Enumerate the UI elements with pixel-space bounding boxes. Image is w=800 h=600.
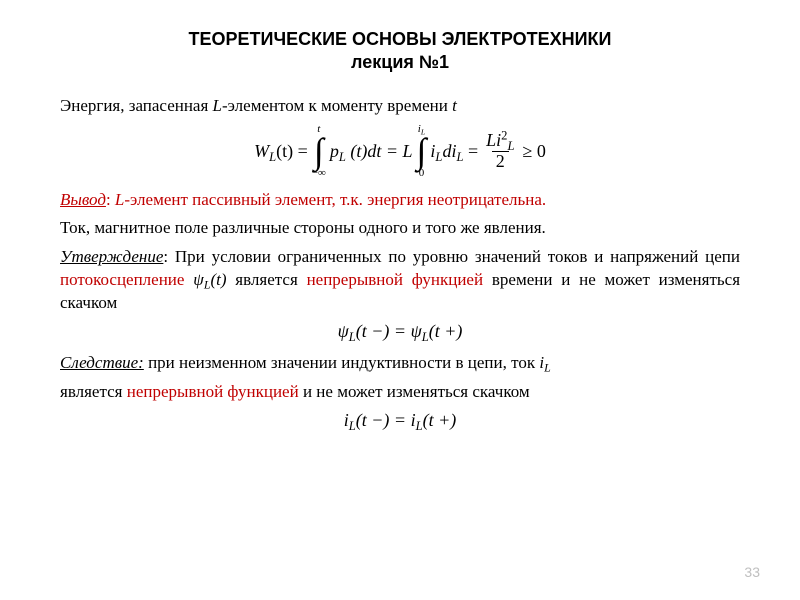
eq-text: (t) = — [276, 141, 308, 161]
slide-title: ТЕОРЕТИЧЕСКИЕ ОСНОВЫ ЭЛЕКТРОТЕХНИКИ лекц… — [60, 28, 740, 75]
integral-2: iL ∫ 0 — [417, 124, 427, 179]
integral-icon: ∫ — [314, 137, 324, 166]
equation-energy: WL(t) = t ∫ −∞ pL (t)dt = L iL ∫ 0 iLdiL… — [60, 124, 740, 179]
eq-text: ψ — [338, 321, 349, 341]
title-line2: лекция №1 — [60, 51, 740, 74]
text: и не может изменяться скачком — [299, 382, 530, 401]
eq-sub: L — [422, 330, 429, 344]
text-red: непрерывной функцией — [307, 270, 484, 289]
paragraph-statement: Утверждение: При условии ограниченных по… — [60, 246, 740, 315]
var-psi: ψ — [193, 270, 204, 289]
eq-text: (t −) = ψ — [356, 321, 422, 341]
eq-text: (t)dt = L — [346, 141, 413, 161]
eq-sub: L — [349, 330, 356, 344]
integral-icon: ∫ — [417, 137, 427, 166]
frac-num: Li — [486, 130, 501, 150]
eq-sub: L — [544, 361, 551, 375]
text-red: непрерывной функцией — [127, 382, 299, 401]
eq-text: p — [330, 141, 339, 161]
paragraph-conclusion: Вывод: L-элемент пассивный элемент, т.к.… — [60, 189, 740, 212]
text: при неизменном значении индуктивности в … — [144, 353, 540, 372]
title-line1: ТЕОРЕТИЧЕСКИЕ ОСНОВЫ ЭЛЕКТРОТЕХНИКИ — [189, 29, 612, 49]
text — [184, 270, 193, 289]
equation-psi-continuity: ψL(t −) = ψL(t +) — [60, 321, 740, 342]
eq-sub: L — [416, 419, 423, 433]
page-number: 33 — [744, 564, 760, 580]
var-L: L — [115, 190, 124, 209]
label-corollary: Следствие: — [60, 353, 144, 372]
eq-text: (t +) — [423, 410, 457, 430]
label-statement: Утверждение — [60, 247, 163, 266]
var-arg: (t) — [210, 270, 226, 289]
eq-text: (t −) = i — [356, 410, 416, 430]
text: : При условии ограниченных по уровню зна… — [163, 247, 740, 266]
text-red: потокосцепление — [60, 270, 184, 289]
paragraph-field: Ток, магнитное поле различные стороны од… — [60, 217, 740, 240]
var-L: L — [213, 96, 222, 115]
text: -элемент пассивный элемент, т.к. энергия… — [124, 190, 546, 209]
var-t: t — [452, 96, 457, 115]
text: -элементом к моменту времени — [222, 96, 452, 115]
eq-text: ≥ 0 — [522, 141, 545, 162]
eq-text: di — [442, 141, 456, 161]
text: Ток, магнитное поле различные стороны од… — [60, 218, 546, 237]
equation-i-continuity: iL(t −) = iL(t +) — [60, 410, 740, 431]
text: является — [227, 270, 307, 289]
integral-1: t ∫ −∞ — [312, 124, 326, 179]
eq-text: = — [463, 141, 478, 161]
text: Энергия, запасенная — [60, 96, 213, 115]
paragraph-energy-intro: Энергия, запасенная L-элементом к момент… — [60, 95, 740, 118]
eq-sub: L — [349, 419, 356, 433]
slide: ТЕОРЕТИЧЕСКИЕ ОСНОВЫ ЭЛЕКТРОТЕХНИКИ лекц… — [0, 0, 800, 600]
fraction: Li2L 2 — [482, 131, 518, 172]
int-lower: −∞ — [312, 168, 326, 179]
frac-den: 2 — [492, 151, 509, 172]
text: является — [60, 382, 127, 401]
eq-W: W — [254, 141, 269, 161]
eq-sub: L — [339, 149, 346, 163]
label-conclusion: Вывод — [60, 190, 106, 209]
eq-text: (t +) — [429, 321, 463, 341]
paragraph-corollary-2: является непрерывной функцией и не может… — [60, 381, 740, 404]
paragraph-corollary-1: Следствие: при неизменном значении индук… — [60, 352, 740, 375]
int-lower: 0 — [419, 168, 425, 179]
text: : — [106, 190, 115, 209]
